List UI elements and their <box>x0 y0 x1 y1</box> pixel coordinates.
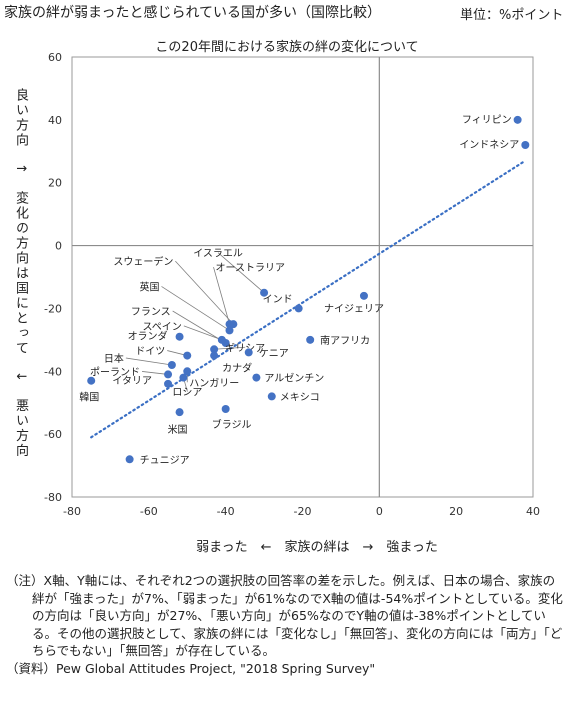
leader-line <box>214 346 246 350</box>
data-point <box>359 291 368 300</box>
data-point <box>217 335 226 344</box>
data-point <box>221 405 230 413</box>
data-point <box>306 335 315 344</box>
data-point <box>183 351 192 360</box>
point-label: 英国 <box>140 280 160 293</box>
y-tick-label: -20 <box>44 302 62 315</box>
data-point <box>252 373 261 382</box>
x-tick-label: 20 <box>449 505 463 518</box>
y-tick-label: 0 <box>55 240 62 253</box>
trend-line <box>90 159 527 439</box>
chart-title: 家族の絆が弱まったと感じられている国が多い（国際比較） <box>4 5 382 21</box>
point-label: スペイン <box>143 322 182 333</box>
y-tick-label: -80 <box>44 491 62 504</box>
y-tick-label: -40 <box>44 365 62 378</box>
leader-line <box>217 252 265 294</box>
point-label: イタリア <box>112 375 152 387</box>
point-label: アルゼンチン <box>264 373 324 385</box>
data-point <box>164 379 173 388</box>
unit-label: 単位：%ポイント <box>460 8 564 23</box>
point-label: イスラエル <box>193 248 243 260</box>
point-label: ナイジェリア <box>324 303 384 315</box>
y-tick-label: 20 <box>48 177 62 190</box>
x-tick-label: 40 <box>526 505 540 518</box>
data-point <box>167 361 176 369</box>
data-point <box>179 373 188 382</box>
x-tick-label: -60 <box>140 505 158 518</box>
y-tick-label: 60 <box>48 51 62 64</box>
data-point <box>225 326 234 335</box>
point-label: ドイツ <box>135 347 165 358</box>
point-label: オーストラリア <box>216 262 286 274</box>
point-label: フィリピン <box>462 114 512 126</box>
point-label: ポーランド <box>90 366 140 378</box>
point-label: 日本 <box>104 352 124 365</box>
data-point <box>260 288 269 297</box>
point-label: 韓国 <box>79 392 99 404</box>
leader-line <box>175 260 234 325</box>
x-tick-label: -40 <box>217 505 235 518</box>
leader-line <box>183 325 222 341</box>
chart-subtitle: この20年間における家族の絆の変化について <box>155 40 419 55</box>
point-label: フランス <box>131 306 171 318</box>
footnote: （注）X軸、Y軸には、それぞれ2つの選択肢の回答率の差を示した。例えば、日本の場… <box>6 573 563 658</box>
data-point <box>244 348 253 357</box>
point-label: ギリシア <box>225 342 265 354</box>
point-label: スウェーデン <box>113 255 173 268</box>
data-point <box>175 408 184 417</box>
point-label: 南アフリカ <box>320 334 370 347</box>
data-point <box>87 376 96 385</box>
x-tick-label: 0 <box>376 505 383 518</box>
leader-line <box>125 357 172 366</box>
y-tick-label: 40 <box>48 114 62 127</box>
notes: （注）X軸、Y軸には、それぞれ2つの選択肢の回答率の差を示した。例えば、日本の場… <box>6 572 566 677</box>
data-point <box>125 455 134 464</box>
data-point <box>210 351 219 360</box>
x-tick-label: -80 <box>63 505 81 518</box>
data-point <box>164 370 173 379</box>
x-axis-label: 弱まった ← 家族の絆は → 強まった <box>196 540 438 555</box>
y-axis-label: 良い方向 ↑ 変化の方向は国にとって ↓ 悪い方向 <box>13 88 28 459</box>
data-point <box>175 332 184 341</box>
point-label: インドネシア <box>459 139 519 151</box>
point-label: オランダ <box>128 330 168 343</box>
data-point <box>513 115 522 124</box>
leader-line <box>141 371 169 375</box>
source-note: （資料）Pew Global Attitudes Project, "2018 … <box>6 660 376 676</box>
data-point <box>210 345 219 354</box>
data-point <box>521 141 530 149</box>
point-label: チュニジア <box>140 454 190 466</box>
point-label: ケニア <box>259 347 289 359</box>
plot-frame <box>71 56 534 498</box>
point-label: 米国 <box>168 423 188 436</box>
x-tick-label: -20 <box>294 505 312 518</box>
y-tick-label: -60 <box>44 428 62 441</box>
leader-line <box>213 267 230 325</box>
point-label: カナダ <box>222 362 252 375</box>
point-label: ロシア <box>172 388 202 399</box>
point-label: インド <box>263 294 293 305</box>
data-point <box>267 392 276 401</box>
data-point <box>294 304 303 313</box>
data-point <box>225 320 234 329</box>
point-label: ブラジル <box>212 418 252 431</box>
point-label: ハンガリー <box>189 377 239 389</box>
point-label: メキシコ <box>280 392 320 403</box>
leader-line <box>161 286 230 331</box>
data-point <box>183 367 192 376</box>
